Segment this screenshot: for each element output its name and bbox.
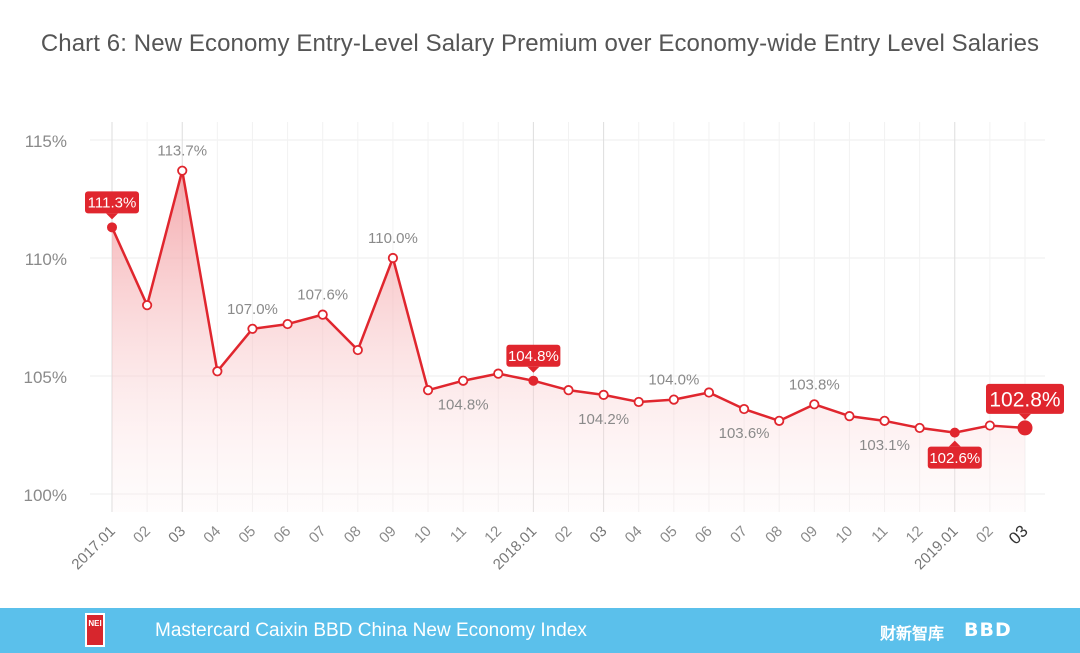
data-point bbox=[844, 411, 855, 422]
data-label: 103.6% bbox=[719, 425, 770, 442]
y-tick-label: 100% bbox=[24, 486, 67, 505]
x-tick-label: 06 bbox=[692, 523, 716, 547]
x-tick-label: 08 bbox=[762, 523, 786, 547]
callout-pointer bbox=[1019, 413, 1031, 420]
callout-text: 102.8% bbox=[989, 388, 1060, 411]
series-area bbox=[112, 170, 1025, 512]
data-point bbox=[422, 385, 434, 396]
x-tick-label: 2017.01 bbox=[68, 523, 118, 573]
callout-box bbox=[986, 383, 1064, 414]
data-label: 104.8% bbox=[438, 397, 489, 414]
x-tick-label: 10 bbox=[411, 523, 435, 547]
data-point bbox=[107, 222, 117, 233]
data-label: 113.7% bbox=[157, 143, 207, 160]
bbd-logo: BBD bbox=[964, 619, 1012, 641]
footer-index-name: Mastercard Caixin BBD China New Economy … bbox=[155, 620, 587, 641]
data-point bbox=[809, 399, 820, 410]
data-label: 103.1% bbox=[859, 437, 910, 454]
x-tick-label: 04 bbox=[200, 523, 224, 547]
x-tick-label: 03 bbox=[1005, 521, 1032, 548]
chart-title: Chart 6: New Economy Entry-Level Salary … bbox=[40, 30, 1040, 57]
x-tick-label: 03 bbox=[165, 523, 189, 547]
data-point bbox=[914, 422, 925, 434]
data-point bbox=[633, 396, 644, 408]
callout-box bbox=[506, 344, 561, 367]
callout-label: 102.8% bbox=[986, 383, 1064, 420]
x-tick-label: 09 bbox=[797, 523, 821, 547]
data-point bbox=[774, 415, 785, 426]
chart: 111.3% 113.7% 107.0% 107.6% 110.0% 104.8% 104.… bbox=[24, 122, 1064, 573]
x-tick-label: 09 bbox=[376, 523, 400, 547]
callout-text: 104.8% bbox=[508, 348, 559, 365]
x-tick-label: 12 bbox=[903, 523, 927, 547]
y-tick-label: 105% bbox=[24, 368, 67, 387]
data-point bbox=[528, 375, 539, 386]
data-point bbox=[212, 366, 223, 377]
y-tick-label: 110% bbox=[25, 250, 67, 269]
x-tick-label: 11 bbox=[447, 523, 470, 546]
y-tick-label: 115% bbox=[25, 132, 67, 151]
x-tick-label: 07 bbox=[306, 523, 330, 547]
data-point bbox=[563, 385, 574, 396]
data-point bbox=[352, 344, 363, 356]
callout-text: 102.6% bbox=[929, 450, 980, 467]
data-label: 104.2% bbox=[578, 411, 629, 428]
callout-pointer bbox=[527, 366, 540, 373]
data-point bbox=[949, 427, 960, 438]
x-tick-label: 12 bbox=[481, 523, 505, 547]
data-label: 103.8% bbox=[789, 376, 840, 393]
data-point bbox=[1017, 420, 1033, 436]
data-point bbox=[247, 323, 258, 334]
callout-text: 111.3% bbox=[88, 195, 137, 212]
x-tick-label: 02 bbox=[552, 523, 576, 547]
data-point bbox=[598, 389, 609, 400]
callout-box bbox=[85, 191, 139, 214]
x-tick-label: 05 bbox=[657, 523, 681, 547]
callout-pointer bbox=[106, 213, 118, 220]
callout-label: 102.6% bbox=[927, 440, 982, 469]
data-point bbox=[458, 375, 469, 386]
callout-label: 111.3% bbox=[85, 191, 139, 220]
x-tick-label: 10 bbox=[832, 523, 856, 547]
data-point bbox=[282, 318, 293, 330]
data-point bbox=[142, 300, 153, 311]
data-label: 104.0% bbox=[648, 372, 699, 389]
footer-bar: NEI Mastercard Caixin BBD China New Econ… bbox=[0, 608, 1080, 653]
data-point bbox=[738, 403, 750, 415]
data-point bbox=[879, 415, 890, 426]
data-point bbox=[984, 420, 995, 431]
data-point bbox=[493, 368, 504, 379]
caixin-insight-logo: 财新智库 bbox=[880, 626, 945, 643]
x-tick-label: 04 bbox=[622, 523, 646, 547]
x-tick-label: 11 bbox=[868, 523, 891, 546]
nei-logo-text: NEI bbox=[88, 619, 102, 628]
data-label: 107.0% bbox=[227, 301, 278, 318]
x-tick-label: 07 bbox=[727, 523, 751, 547]
x-tick-label: 03 bbox=[587, 523, 611, 547]
data-point bbox=[317, 309, 328, 320]
callout-pointer bbox=[948, 440, 961, 447]
data-point bbox=[177, 165, 188, 176]
data-label: 110.0% bbox=[368, 230, 418, 247]
callout-label: 104.8% bbox=[506, 344, 561, 373]
data-label: 107.6% bbox=[297, 287, 348, 304]
x-tick-label: 06 bbox=[271, 523, 295, 547]
x-tick-label: 05 bbox=[235, 523, 259, 547]
data-point bbox=[668, 394, 679, 405]
nei-logo: NEI bbox=[85, 613, 105, 647]
x-tick-label: 02 bbox=[130, 523, 154, 547]
callout-box bbox=[927, 446, 982, 469]
x-tick-label: 08 bbox=[341, 523, 365, 547]
x-tick-label: 02 bbox=[973, 523, 997, 547]
data-point bbox=[387, 252, 399, 264]
data-point bbox=[703, 387, 715, 398]
